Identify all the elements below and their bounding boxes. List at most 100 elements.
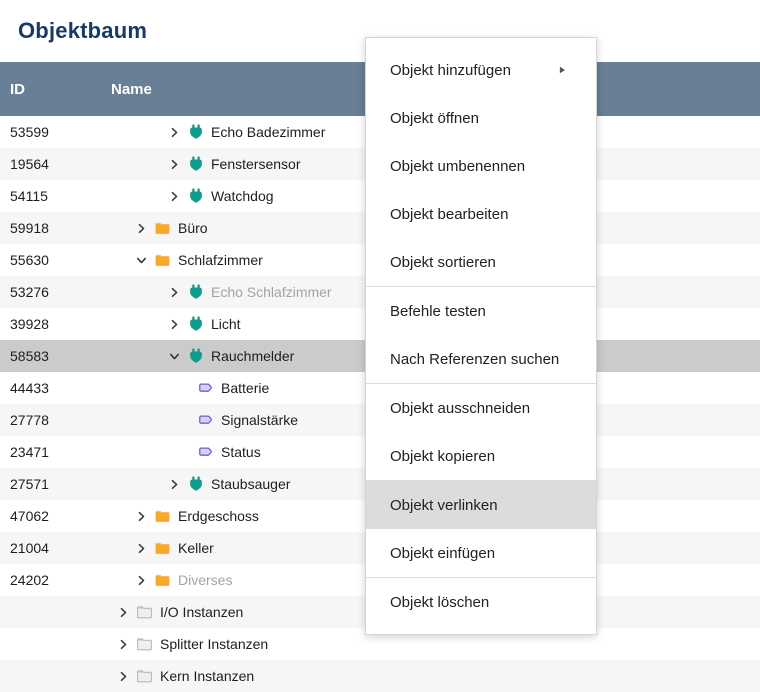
object-name-cell: Watchdog: [111, 180, 760, 212]
object-name: Schlafzimmer: [178, 252, 263, 268]
context-menu-group: Objekt verlinken Objekt einfügen: [366, 480, 596, 577]
object-name-cell: Staubsauger: [111, 468, 760, 500]
column-header-name[interactable]: Name: [111, 80, 152, 98]
context-menu-item[interactable]: Objekt verlinken: [366, 481, 596, 529]
chevron-right-icon[interactable]: [135, 542, 147, 554]
object-id: 53599: [10, 124, 49, 140]
instance-icon: [187, 348, 204, 365]
object-id: 27571: [10, 476, 49, 492]
object-name: Echo Schlafzimmer: [211, 284, 332, 300]
folder-icon: [154, 572, 171, 589]
chevron-right-icon[interactable]: [135, 574, 147, 586]
object-name: Echo Badezimmer: [211, 124, 326, 140]
menu-item-label: Objekt kopieren: [390, 447, 496, 465]
chevron-right-icon[interactable]: [168, 126, 180, 138]
object-name: Licht: [211, 316, 241, 332]
context-menu-item[interactable]: Befehle testen: [366, 287, 596, 335]
object-name-cell: Echo Schlafzimmer: [111, 276, 760, 308]
folder-icon: [154, 540, 171, 557]
chevron-down-icon[interactable]: [135, 254, 147, 266]
menu-item-label: Objekt umbenennen: [390, 157, 526, 175]
folder-icon: [154, 508, 171, 525]
chevron-right-icon[interactable]: [117, 670, 129, 682]
chevron-right-icon[interactable]: [168, 158, 180, 170]
object-name-cell: Signalstärke: [111, 404, 760, 436]
chevron-right-icon[interactable]: [135, 222, 147, 234]
menu-item-label: Nach Referenzen suchen: [390, 350, 560, 368]
object-name: Status: [221, 444, 261, 460]
chevron-right-icon[interactable]: [135, 510, 147, 522]
object-name-cell: Kern Instanzen: [111, 660, 760, 692]
variable-icon: [197, 380, 214, 397]
instance-icon: [187, 476, 204, 493]
object-name: Fenstersensor: [211, 156, 301, 172]
context-menu-item[interactable]: Objekt bearbeiten: [366, 190, 596, 238]
chevron-right-icon[interactable]: [168, 190, 180, 202]
object-name: Rauchmelder: [211, 348, 295, 364]
object-id: 24202: [10, 572, 49, 588]
object-name-cell: Diverses: [111, 564, 760, 596]
context-menu-item[interactable]: Objekt öffnen: [366, 94, 596, 142]
context-menu-item[interactable]: Objekt umbenennen: [366, 142, 596, 190]
object-name: Keller: [178, 540, 214, 556]
chevron-right-icon[interactable]: [168, 318, 180, 330]
table-row[interactable]: Kern Instanzen: [0, 660, 760, 692]
object-id: 19564: [10, 156, 49, 172]
object-name-cell: I/O Instanzen: [111, 596, 760, 628]
table-row[interactable]: 21004 Keller: [0, 532, 760, 564]
context-menu-item[interactable]: Objekt löschen: [366, 578, 596, 626]
object-name: Signalstärke: [221, 412, 299, 428]
object-name: Diverses: [178, 572, 233, 588]
chevron-right-icon[interactable]: [168, 286, 180, 298]
object-name: Büro: [178, 220, 208, 236]
context-menu-item[interactable]: Objekt sortieren: [366, 238, 596, 286]
object-name: Staubsauger: [211, 476, 291, 492]
context-menu-item[interactable]: Objekt ausschneiden: [366, 384, 596, 432]
menu-item-label: Objekt öffnen: [390, 109, 479, 127]
folder-icon: [154, 252, 171, 269]
object-name: Erdgeschoss: [178, 508, 259, 524]
chevron-down-icon[interactable]: [168, 350, 180, 362]
object-id: 47062: [10, 508, 49, 524]
object-id: 58583: [10, 348, 49, 364]
object-id: 59918: [10, 220, 49, 236]
context-menu-group: Befehle testen Nach Referenzen suchen: [366, 286, 596, 383]
column-header-id[interactable]: ID: [10, 80, 25, 98]
object-id: 44433: [10, 380, 49, 396]
context-menu-item[interactable]: Objekt kopieren: [366, 432, 596, 480]
context-menu-group: Objekt löschen: [366, 577, 596, 626]
page-title: Objektbaum: [18, 18, 148, 43]
object-name-cell: Fenstersensor: [111, 148, 760, 180]
instance-icon: [187, 188, 204, 205]
context-menu-item[interactable]: Nach Referenzen suchen: [366, 335, 596, 383]
object-name-cell: Keller: [111, 532, 760, 564]
menu-item-label: Objekt einfügen: [390, 544, 496, 562]
context-menu-item[interactable]: Objekt einfügen: [366, 529, 596, 577]
object-id: 23471: [10, 444, 49, 460]
object-name-cell: Erdgeschoss: [111, 500, 760, 532]
chevron-right-icon[interactable]: [117, 606, 129, 618]
menu-item-label: Objekt sortieren: [390, 253, 496, 271]
object-id: 55630: [10, 252, 49, 268]
instance-icon: [187, 284, 204, 301]
context-menu-group: Objekt ausschneiden Objekt kopieren: [366, 383, 596, 480]
object-id: 21004: [10, 540, 49, 556]
object-name-cell: Splitter Instanzen: [111, 628, 760, 660]
context-menu-item[interactable]: Objekt hinzufügen: [366, 46, 596, 94]
object-id: 27778: [10, 412, 49, 428]
variable-icon: [197, 412, 214, 429]
folder-gray-icon: [136, 636, 153, 653]
context-menu-group: Objekt hinzufügen Objekt öffnen Objekt umb…: [366, 46, 596, 286]
instance-icon: [187, 156, 204, 173]
object-name: Watchdog: [211, 188, 274, 204]
chevron-right-icon[interactable]: [168, 478, 180, 490]
instance-icon: [187, 316, 204, 333]
menu-item-label: Objekt löschen: [390, 593, 490, 611]
submenu-arrow-icon: [559, 66, 566, 75]
object-id: 54115: [10, 188, 48, 204]
chevron-right-icon[interactable]: [117, 638, 129, 650]
object-id: 39928: [10, 316, 49, 332]
object-name: Kern Instanzen: [160, 668, 255, 684]
object-name: I/O Instanzen: [160, 604, 244, 620]
